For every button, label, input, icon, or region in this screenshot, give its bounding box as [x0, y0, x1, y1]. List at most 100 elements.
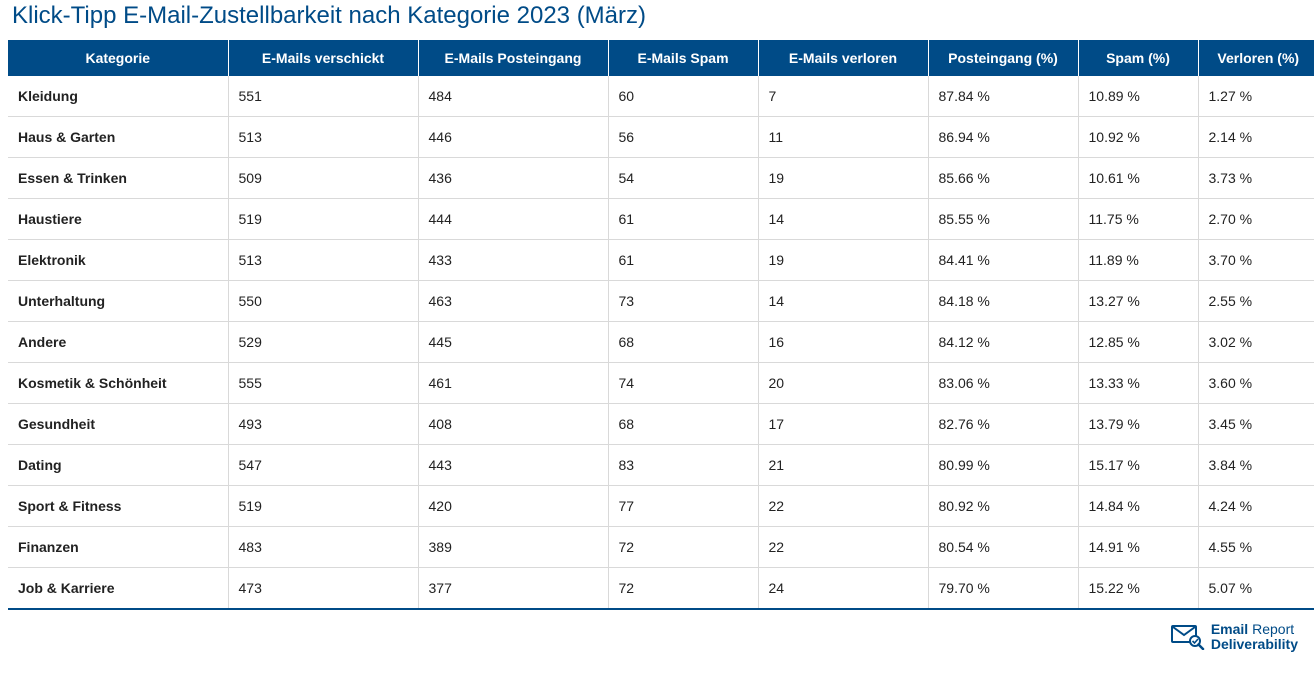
cell-spam-pct: 13.33 %: [1078, 363, 1198, 404]
cell-verloren-pct: 2.70 %: [1198, 199, 1314, 240]
cell-spam: 61: [608, 240, 758, 281]
footer-logo: Email Report Deliverability: [8, 610, 1306, 651]
table-header-row: Kategorie E-Mails verschickt E-Mails Pos…: [8, 40, 1314, 76]
cell-posteingang: 436: [418, 158, 608, 199]
cell-kategorie: Essen & Trinken: [8, 158, 228, 199]
cell-spam: 72: [608, 568, 758, 610]
cell-verloren: 19: [758, 158, 928, 199]
cell-kategorie: Haus & Garten: [8, 117, 228, 158]
cell-verloren: 16: [758, 322, 928, 363]
cell-posteingang: 463: [418, 281, 608, 322]
cell-spam-pct: 15.17 %: [1078, 445, 1198, 486]
cell-posteingang: 446: [418, 117, 608, 158]
cell-posteingang: 461: [418, 363, 608, 404]
cell-spam: 68: [608, 404, 758, 445]
cell-posteingang: 420: [418, 486, 608, 527]
cell-verloren-pct: 3.73 %: [1198, 158, 1314, 199]
cell-verloren: 22: [758, 527, 928, 568]
cell-kategorie: Job & Karriere: [8, 568, 228, 610]
cell-verloren-pct: 3.84 %: [1198, 445, 1314, 486]
cell-posteingang-pct: 80.92 %: [928, 486, 1078, 527]
table-row: Gesundheit493408681782.76 %13.79 %3.45 %: [8, 404, 1314, 445]
cell-verschickt: 493: [228, 404, 418, 445]
cell-spam: 74: [608, 363, 758, 404]
cell-posteingang-pct: 86.94 %: [928, 117, 1078, 158]
cell-verschickt: 513: [228, 240, 418, 281]
cell-verschickt: 509: [228, 158, 418, 199]
cell-verloren-pct: 3.70 %: [1198, 240, 1314, 281]
cell-kategorie: Kleidung: [8, 76, 228, 117]
table-row: Essen & Trinken509436541985.66 %10.61 %3…: [8, 158, 1314, 199]
cell-kategorie: Unterhaltung: [8, 281, 228, 322]
cell-verloren-pct: 4.24 %: [1198, 486, 1314, 527]
cell-posteingang-pct: 85.66 %: [928, 158, 1078, 199]
cell-verloren-pct: 1.27 %: [1198, 76, 1314, 117]
col-header-spam: E-Mails Spam: [608, 40, 758, 76]
cell-posteingang-pct: 84.41 %: [928, 240, 1078, 281]
cell-verschickt: 473: [228, 568, 418, 610]
cell-verschickt: 551: [228, 76, 418, 117]
cell-spam: 68: [608, 322, 758, 363]
cell-verloren: 20: [758, 363, 928, 404]
cell-verloren-pct: 4.55 %: [1198, 527, 1314, 568]
cell-posteingang: 445: [418, 322, 608, 363]
cell-spam-pct: 10.92 %: [1078, 117, 1198, 158]
cell-verloren: 24: [758, 568, 928, 610]
cell-verloren-pct: 2.55 %: [1198, 281, 1314, 322]
table-row: Andere529445681684.12 %12.85 %3.02 %: [8, 322, 1314, 363]
cell-kategorie: Gesundheit: [8, 404, 228, 445]
cell-kategorie: Elektronik: [8, 240, 228, 281]
cell-kategorie: Sport & Fitness: [8, 486, 228, 527]
table-row: Haustiere519444611485.55 %11.75 %2.70 %: [8, 199, 1314, 240]
cell-spam: 72: [608, 527, 758, 568]
cell-posteingang-pct: 87.84 %: [928, 76, 1078, 117]
cell-kategorie: Haustiere: [8, 199, 228, 240]
table-row: Job & Karriere473377722479.70 %15.22 %5.…: [8, 568, 1314, 610]
cell-verschickt: 519: [228, 199, 418, 240]
cell-verschickt: 550: [228, 281, 418, 322]
cell-posteingang: 408: [418, 404, 608, 445]
logo-text-report: Report: [1252, 621, 1294, 637]
cell-verloren: 17: [758, 404, 928, 445]
cell-verschickt: 547: [228, 445, 418, 486]
cell-posteingang-pct: 80.54 %: [928, 527, 1078, 568]
cell-spam-pct: 15.22 %: [1078, 568, 1198, 610]
cell-posteingang: 377: [418, 568, 608, 610]
table-row: Dating547443832180.99 %15.17 %3.84 %: [8, 445, 1314, 486]
cell-verloren: 22: [758, 486, 928, 527]
cell-kategorie: Andere: [8, 322, 228, 363]
cell-verschickt: 513: [228, 117, 418, 158]
cell-verschickt: 529: [228, 322, 418, 363]
table-row: Kosmetik & Schönheit555461742083.06 %13.…: [8, 363, 1314, 404]
cell-verloren-pct: 3.02 %: [1198, 322, 1314, 363]
table-row: Finanzen483389722280.54 %14.91 %4.55 %: [8, 527, 1314, 568]
col-header-posteingang-pct: Posteingang (%): [928, 40, 1078, 76]
cell-verschickt: 483: [228, 527, 418, 568]
envelope-magnifier-icon: [1171, 624, 1205, 650]
cell-verloren: 21: [758, 445, 928, 486]
cell-kategorie: Dating: [8, 445, 228, 486]
cell-verschickt: 555: [228, 363, 418, 404]
cell-spam: 60: [608, 76, 758, 117]
cell-posteingang-pct: 82.76 %: [928, 404, 1078, 445]
cell-spam-pct: 11.89 %: [1078, 240, 1198, 281]
cell-spam: 77: [608, 486, 758, 527]
cell-verloren: 11: [758, 117, 928, 158]
table-row: Kleidung55148460787.84 %10.89 %1.27 %: [8, 76, 1314, 117]
col-header-verschickt: E-Mails verschickt: [228, 40, 418, 76]
cell-spam: 73: [608, 281, 758, 322]
cell-verloren: 14: [758, 281, 928, 322]
cell-kategorie: Finanzen: [8, 527, 228, 568]
table-row: Sport & Fitness519420772280.92 %14.84 %4…: [8, 486, 1314, 527]
cell-posteingang: 389: [418, 527, 608, 568]
cell-verloren-pct: 3.60 %: [1198, 363, 1314, 404]
cell-spam-pct: 10.89 %: [1078, 76, 1198, 117]
cell-verloren: 7: [758, 76, 928, 117]
cell-spam-pct: 13.27 %: [1078, 281, 1198, 322]
cell-spam-pct: 14.91 %: [1078, 527, 1198, 568]
cell-kategorie: Kosmetik & Schönheit: [8, 363, 228, 404]
cell-verloren: 19: [758, 240, 928, 281]
cell-spam: 83: [608, 445, 758, 486]
cell-posteingang: 433: [418, 240, 608, 281]
cell-spam-pct: 11.75 %: [1078, 199, 1198, 240]
